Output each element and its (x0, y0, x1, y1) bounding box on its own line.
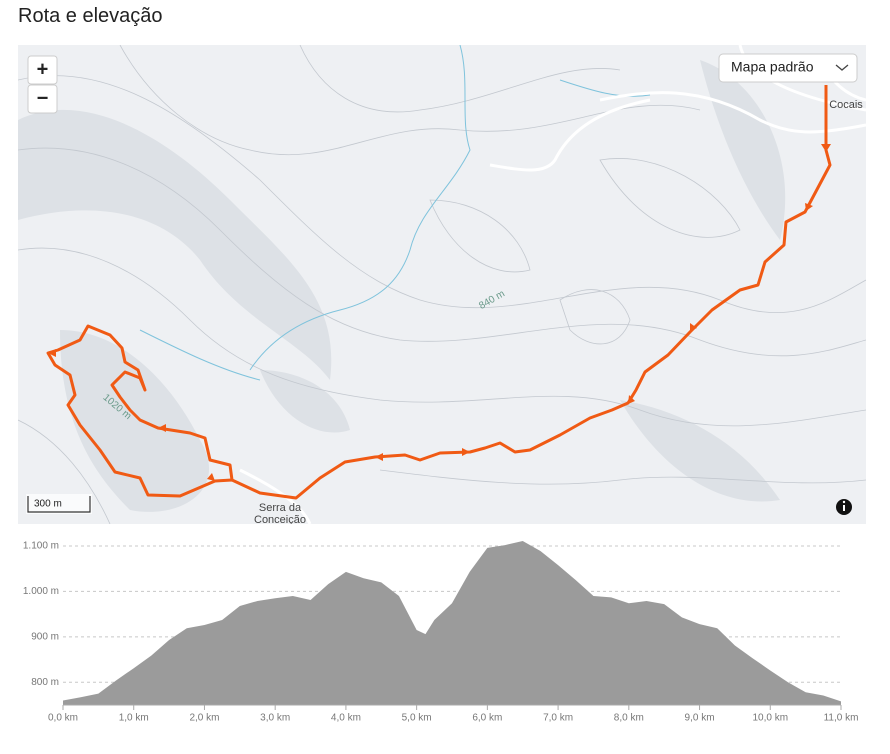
terrain-shading (18, 60, 786, 512)
scale-label: 300 m (34, 499, 62, 510)
map-style-dropdown[interactable]: Mapa padrão (718, 53, 858, 83)
route-line (46, 85, 832, 500)
contour-lines (18, 45, 866, 524)
place-label: Conceição (254, 514, 306, 526)
section-title: Rota e elevação (18, 5, 163, 27)
x-tick-label: 1,0 km (119, 713, 149, 724)
x-tick-label: 8,0 km (614, 713, 644, 724)
x-tick-label: 6,0 km (472, 713, 502, 724)
x-tick-label: 4,0 km (331, 713, 361, 724)
x-tick-label: 0,0 km (48, 713, 78, 724)
route-direction-arrows (48, 144, 831, 481)
map-style-label: Mapa padrão (731, 59, 814, 75)
elevation-area (63, 541, 841, 705)
zoom-out-button[interactable]: − (27, 84, 58, 114)
scale-bar: 300 m (26, 494, 92, 514)
dropdown-chevron (835, 64, 849, 71)
y-tick-label: 800 m (31, 677, 59, 688)
rivers (139, 45, 651, 381)
x-tick-label: 2,0 km (189, 713, 219, 724)
zoom-in-button[interactable]: + (27, 55, 58, 85)
map[interactable]: Cocais Serra da Conceição 840 m 1020 m +… (18, 45, 866, 526)
zoom-in-label: + (37, 58, 49, 80)
x-tick-label: 3,0 km (260, 713, 290, 724)
y-tick-label: 1.000 m (23, 586, 59, 597)
x-tick-label: 7,0 km (543, 713, 573, 724)
x-tick-label: 5,0 km (402, 713, 432, 724)
y-tick-label: 1.100 m (23, 541, 59, 552)
x-tick-label: 10,0 km (752, 713, 788, 724)
x-tick-label: 11,0 km (824, 713, 859, 724)
x-tick-label: 9,0 km (685, 713, 715, 724)
place-label: Cocais (829, 99, 863, 111)
y-tick-label: 900 m (31, 631, 59, 642)
zoom-out-label: − (37, 87, 49, 109)
place-label: Serra da (259, 502, 302, 514)
info-button[interactable] (836, 499, 852, 515)
